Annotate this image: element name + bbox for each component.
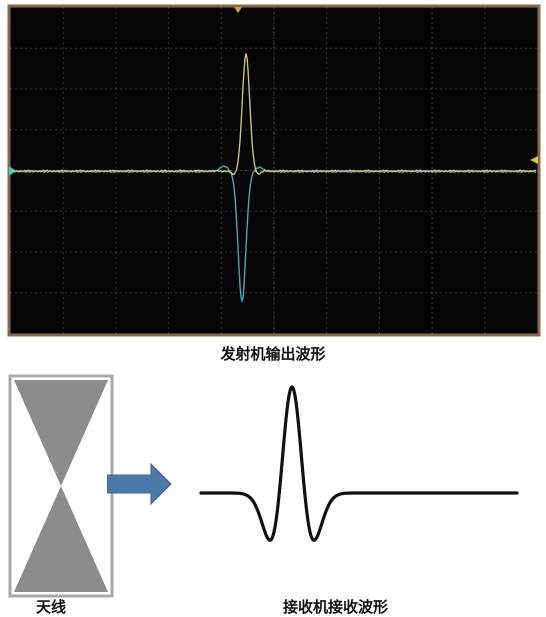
received-waveform	[195, 376, 525, 558]
right-arrow-icon	[107, 462, 173, 506]
receiver-waveform-caption: 接收机接收波形	[283, 596, 388, 617]
bowtie-antenna-icon	[8, 374, 114, 598]
received-trace	[201, 387, 517, 540]
transmitter-waveform-caption: 发射机输出波形	[0, 343, 546, 364]
antenna-caption: 天线	[36, 596, 66, 617]
oscilloscope-screen	[0, 0, 546, 340]
